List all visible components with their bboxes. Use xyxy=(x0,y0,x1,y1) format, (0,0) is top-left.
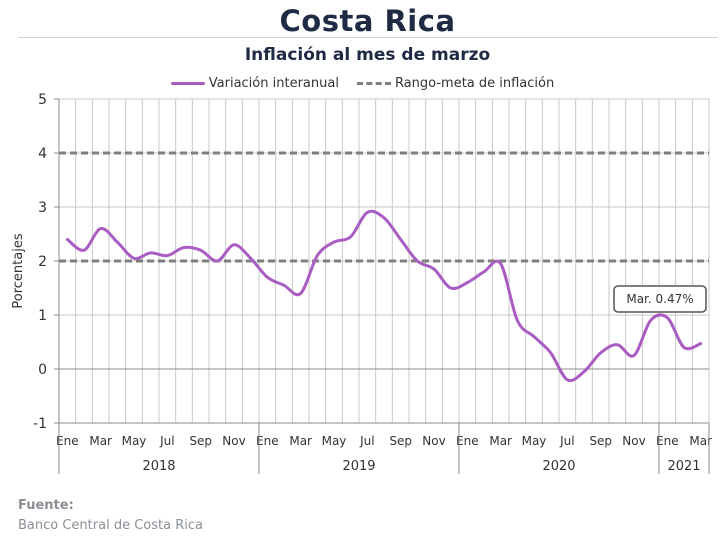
x-tick-label-month: Mar xyxy=(689,434,712,448)
annotation-box xyxy=(613,285,707,313)
x-tick-label-month: Mar xyxy=(89,434,112,448)
y-tick-label: 3 xyxy=(38,200,47,216)
x-tick-label-month: Ene xyxy=(256,434,279,448)
chart-title: Costa Rica xyxy=(279,4,456,38)
source-text: Banco Central de Costa Rica xyxy=(18,518,203,533)
series-line-variacion-interanual xyxy=(65,209,703,383)
y-tick-label: -1 xyxy=(33,416,47,432)
y-tick-label: 4 xyxy=(38,146,47,162)
title-divider xyxy=(18,37,718,38)
x-tick-label-month: Jul xyxy=(559,434,574,448)
legend-item-variacion: Variación interanual xyxy=(170,76,339,91)
legend-label-rango-meta: Rango-meta de inflación xyxy=(394,76,555,91)
x-tick-label-month: Sep xyxy=(589,434,612,448)
x-tick-label-month: May xyxy=(322,434,347,448)
legend-swatch-dashed xyxy=(356,82,391,85)
chart-subtitle: Inflación al mes de marzo xyxy=(244,45,491,65)
chart-legend: Variación interanual Rango-meta de infla… xyxy=(0,76,725,91)
x-year-label: 2018 xyxy=(142,459,175,474)
y-tick-label: 2 xyxy=(38,254,47,270)
x-tick-label-month: Nov xyxy=(222,434,245,448)
x-tick-label-month: Mar xyxy=(489,434,512,448)
y-tick-label: 0 xyxy=(38,362,47,378)
y-tick-label: 1 xyxy=(38,308,47,324)
x-tick-label-month: May xyxy=(522,434,547,448)
x-tick-label-month: Nov xyxy=(422,434,445,448)
x-year-label: 2019 xyxy=(342,459,375,474)
x-tick-label-month: Jul xyxy=(159,434,174,448)
x-tick-label-month: Sep xyxy=(189,434,212,448)
legend-item-rango-meta: Rango-meta de inflación xyxy=(356,76,555,91)
x-tick-label-month: Mar xyxy=(289,434,312,448)
x-tick-label-month: Sep xyxy=(389,434,412,448)
x-tick-label-month: Jul xyxy=(359,434,374,448)
annotation-label: Mar. 0.47% xyxy=(626,292,693,306)
x-tick-label-month: Ene xyxy=(456,434,479,448)
x-tick-label-month: Ene xyxy=(56,434,79,448)
source-label: Fuente: xyxy=(18,498,74,513)
x-tick-label-month: Ene xyxy=(656,434,679,448)
legend-label-variacion: Variación interanual xyxy=(208,76,339,91)
x-year-label: 2021 xyxy=(667,459,700,474)
y-tick-label: 5 xyxy=(38,92,47,108)
y-axis-title: Porcentajes xyxy=(11,233,26,308)
x-tick-label-month: May xyxy=(122,434,147,448)
x-year-label: 2020 xyxy=(542,459,575,474)
legend-swatch-solid xyxy=(170,82,205,85)
x-tick-label-month: Nov xyxy=(622,434,645,448)
